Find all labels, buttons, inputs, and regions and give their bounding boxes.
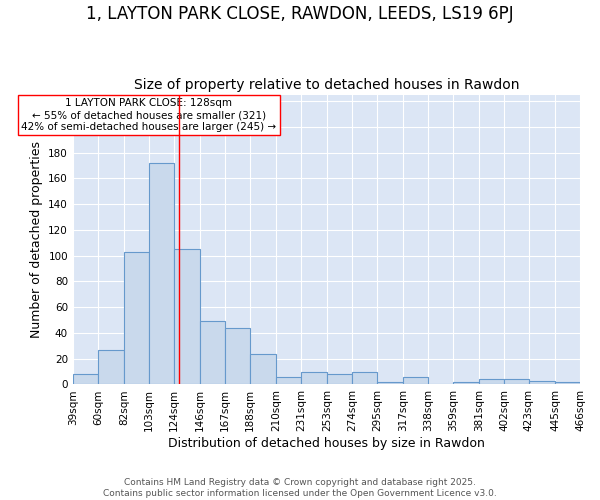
Bar [352,372,377,384]
Bar [149,163,174,384]
Bar [377,382,403,384]
Bar [479,380,504,384]
Bar [174,249,200,384]
Bar [327,374,352,384]
Bar [453,382,479,384]
Y-axis label: Number of detached properties: Number of detached properties [30,141,43,338]
Text: Contains HM Land Registry data © Crown copyright and database right 2025.
Contai: Contains HM Land Registry data © Crown c… [103,478,497,498]
Bar [124,252,149,384]
Bar [555,382,580,384]
Title: Size of property relative to detached houses in Rawdon: Size of property relative to detached ho… [134,78,519,92]
Bar [403,376,428,384]
Text: 1, LAYTON PARK CLOSE, RAWDON, LEEDS, LS19 6PJ: 1, LAYTON PARK CLOSE, RAWDON, LEEDS, LS1… [86,5,514,23]
X-axis label: Distribution of detached houses by size in Rawdon: Distribution of detached houses by size … [168,437,485,450]
Bar [250,354,276,384]
Bar [504,380,529,384]
Bar [98,350,124,384]
Text: 1 LAYTON PARK CLOSE: 128sqm
← 55% of detached houses are smaller (321)
42% of se: 1 LAYTON PARK CLOSE: 128sqm ← 55% of det… [22,98,277,132]
Bar [73,374,98,384]
Bar [529,380,555,384]
Bar [200,322,225,384]
Bar [225,328,250,384]
Bar [276,376,301,384]
Bar [301,372,327,384]
